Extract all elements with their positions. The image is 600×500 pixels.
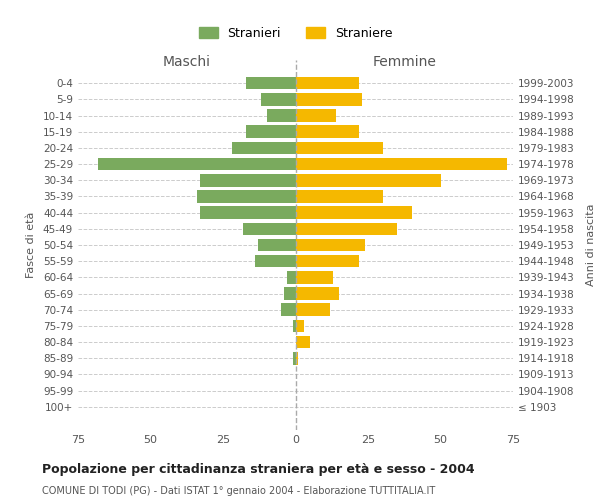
Bar <box>296 77 359 90</box>
Bar <box>260 93 296 106</box>
Bar <box>244 222 296 235</box>
Bar <box>296 174 440 186</box>
Bar <box>296 238 365 252</box>
Bar <box>296 206 412 219</box>
Bar <box>296 320 304 332</box>
Text: COMUNE DI TODI (PG) - Dati ISTAT 1° gennaio 2004 - Elaborazione TUTTITALIA.IT: COMUNE DI TODI (PG) - Dati ISTAT 1° genn… <box>42 486 435 496</box>
Bar <box>296 93 362 106</box>
Bar <box>296 304 331 316</box>
Legend: Stranieri, Straniere: Stranieri, Straniere <box>194 22 397 45</box>
Bar <box>258 238 296 252</box>
Bar <box>246 77 296 90</box>
Bar <box>200 174 296 186</box>
Bar <box>287 271 296 283</box>
Bar <box>296 222 397 235</box>
Bar <box>246 126 296 138</box>
Bar <box>284 287 296 300</box>
Bar <box>232 142 296 154</box>
Bar <box>255 255 296 268</box>
Bar <box>266 109 296 122</box>
Bar <box>296 190 383 203</box>
Text: Popolazione per cittadinanza straniera per età e sesso - 2004: Popolazione per cittadinanza straniera p… <box>42 462 475 475</box>
Y-axis label: Anni di nascita: Anni di nascita <box>586 204 596 286</box>
Y-axis label: Fasce di età: Fasce di età <box>26 212 36 278</box>
Bar <box>98 158 296 170</box>
Bar <box>296 142 383 154</box>
Bar <box>296 255 359 268</box>
Bar <box>296 126 359 138</box>
Bar <box>200 206 296 219</box>
Bar <box>293 352 296 364</box>
Bar <box>296 352 298 364</box>
Bar <box>296 271 333 283</box>
Text: Maschi: Maschi <box>163 54 211 68</box>
Bar <box>296 287 339 300</box>
Bar <box>281 304 296 316</box>
Bar <box>296 336 310 348</box>
Text: Femmine: Femmine <box>373 54 436 68</box>
Bar <box>293 320 296 332</box>
Bar <box>296 109 336 122</box>
Bar <box>197 190 296 203</box>
Bar <box>296 158 507 170</box>
